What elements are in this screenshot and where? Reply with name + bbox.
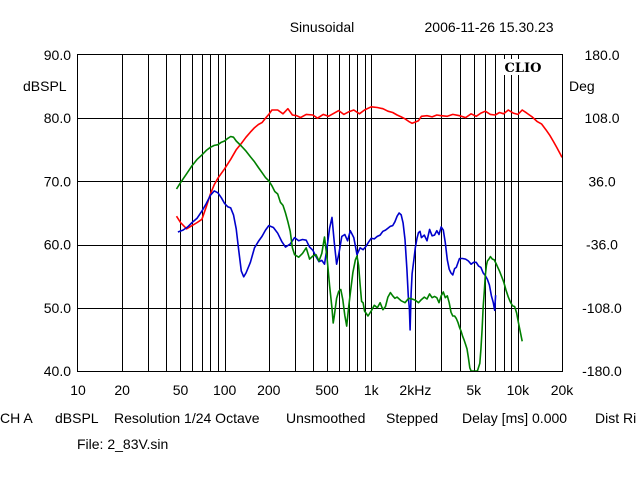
x-tick-label-5: 500 (315, 382, 339, 398)
y-axis-left-title: dBSPL (23, 78, 67, 94)
file-label: File: 2_83V.sin (77, 436, 168, 452)
series-layer (175, 106, 563, 372)
x-tick-label-0: 10 (70, 382, 86, 398)
mode-label: Stepped (386, 410, 438, 426)
delay-label: Delay [ms] 0.000 (462, 410, 567, 426)
y-left-tick-label-5: 90.0 (44, 47, 71, 63)
y-right-tick-label-3: 36.0 (588, 173, 615, 189)
y-left-tick-label-3: 70.0 (44, 173, 71, 189)
channel-label: CH A (0, 410, 33, 426)
y-right-tick-label-0: -180.0 (582, 363, 622, 379)
x-tick-label-3: 100 (213, 382, 237, 398)
series-line-1 (177, 190, 497, 331)
smoothing-label: Unsmoothed (286, 410, 365, 426)
y-axis-right-title: Deg (569, 78, 595, 94)
dist-label: Dist Ri (595, 410, 636, 426)
timestamp-label: 2006-11-26 15.30.23 (425, 19, 554, 35)
y-left-tick-label-2: 60.0 (44, 237, 71, 253)
tick-layer: 10 20 50 100 200 500 1k 2kHz 5k 10k 20k 40.0 50.0 60.… (44, 47, 622, 398)
y-left-tick-label-1: 50.0 (44, 300, 71, 316)
x-tick-label-9: 10k (507, 382, 531, 398)
x-tick-label-10: 20k (551, 382, 575, 398)
chart-title: Sinusoidal (290, 19, 355, 35)
y-right-tick-label-2: -36.0 (586, 237, 618, 253)
series-line-2 (175, 135, 523, 372)
y-left-tick-label-0: 40.0 (44, 363, 71, 379)
x-tick-label-4: 200 (257, 382, 281, 398)
y-right-tick-label-1: -108.0 (582, 300, 622, 316)
x-tick-label-1: 20 (114, 382, 130, 398)
unit-label: dBSPL (55, 410, 99, 426)
x-tick-label-6: 1k (364, 382, 380, 398)
x-tick-label-2: 50 (173, 382, 189, 398)
plot-frame (77, 54, 563, 372)
y-right-tick-label-4: 108.0 (584, 110, 619, 126)
brand-logo: CLIO (505, 61, 542, 76)
grid-layer (78, 55, 562, 371)
x-tick-label-8: 5k (466, 382, 482, 398)
brand-backdrop (500, 59, 546, 75)
y-right-tick-label-5: 180.0 (584, 47, 619, 63)
series-line-0 (175, 106, 563, 230)
y-left-tick-label-4: 80.0 (44, 110, 71, 126)
resolution-label: Resolution 1/24 Octave (114, 410, 260, 426)
x-tick-label-7: 2kHz (399, 382, 431, 398)
